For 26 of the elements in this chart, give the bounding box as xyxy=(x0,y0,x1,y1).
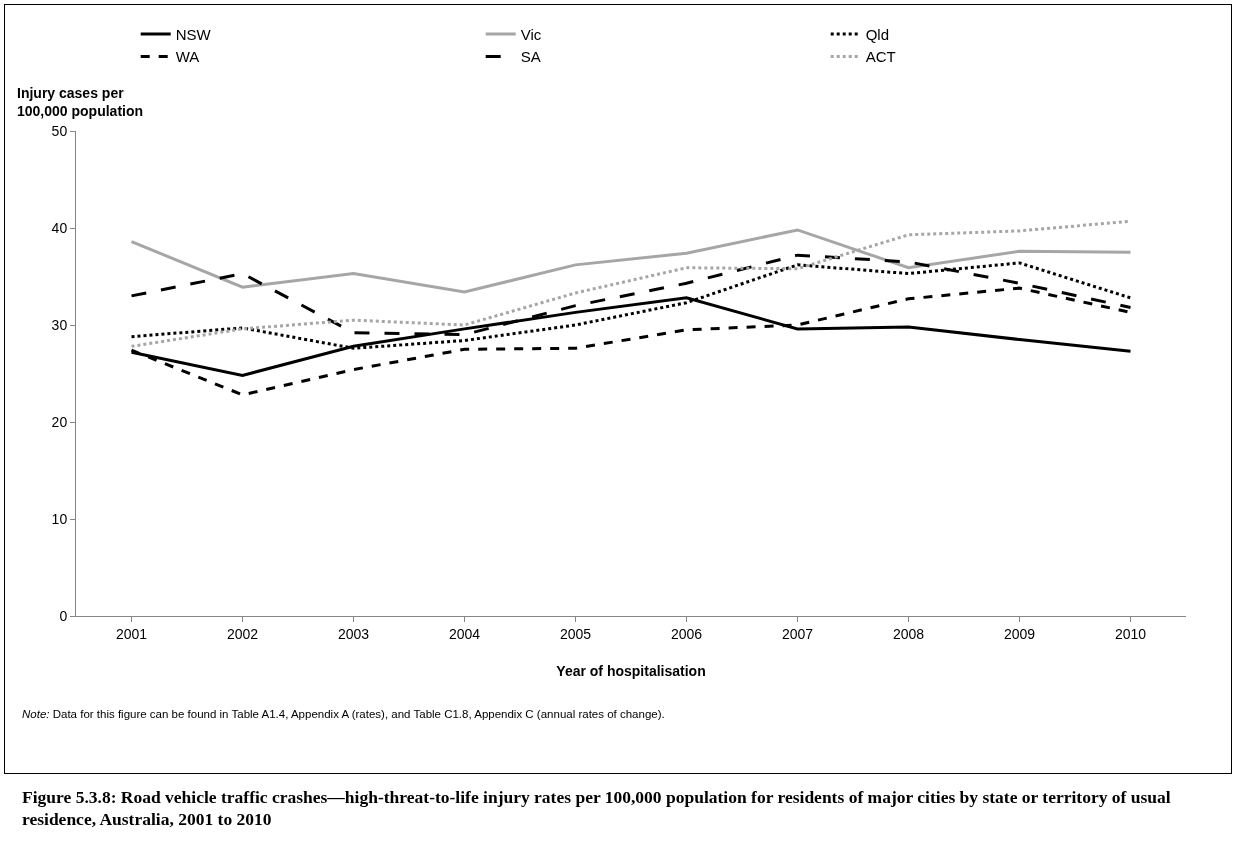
y-tick-label: 0 xyxy=(59,607,68,624)
x-tick-label: 2008 xyxy=(892,625,925,642)
x-tick-label: 2001 xyxy=(115,625,148,642)
y-tick-label: 30 xyxy=(51,316,68,333)
legend-label: WA xyxy=(175,48,200,66)
x-axis-title: Year of hospitalisation xyxy=(556,663,706,680)
x-tick-label: 2007 xyxy=(781,625,814,642)
x-tick-label: 2005 xyxy=(559,625,592,642)
y-tick-label: 10 xyxy=(51,510,68,527)
x-tick-label: 2009 xyxy=(1003,625,1036,642)
y-tick-label: 50 xyxy=(51,122,68,139)
y-tick-label: 20 xyxy=(51,413,68,430)
x-tick-label: 2003 xyxy=(337,625,370,642)
legend-label: SA xyxy=(520,48,541,66)
y-axis-title: Injury cases per 100,000 population xyxy=(17,85,144,120)
x-tick-label: 2002 xyxy=(226,625,259,642)
legend-label: Qld xyxy=(865,25,890,43)
text: Figure 5.3.8: Road vehicle traffic crashes—high-threat-to-life injury rates per 100,000 population for residents of major cities by state or territory of usual residence, Australia, 2001 to 2010 xyxy=(22,786,1172,830)
x-tick-label: 2006 xyxy=(670,625,703,642)
legend-label: NSW xyxy=(175,25,212,43)
legend-label: Vic xyxy=(520,25,542,43)
x-tick-label: 2004 xyxy=(448,625,481,642)
y-tick-label: 40 xyxy=(51,219,68,236)
x-tick-label: 2010 xyxy=(1114,625,1147,642)
text: Note: Data for this figure can be found in Table A1.4, Appendix A (rates), and Table C1.8, Appendix C (annual rates of change). xyxy=(22,708,665,720)
legend-label: ACT xyxy=(865,48,896,66)
